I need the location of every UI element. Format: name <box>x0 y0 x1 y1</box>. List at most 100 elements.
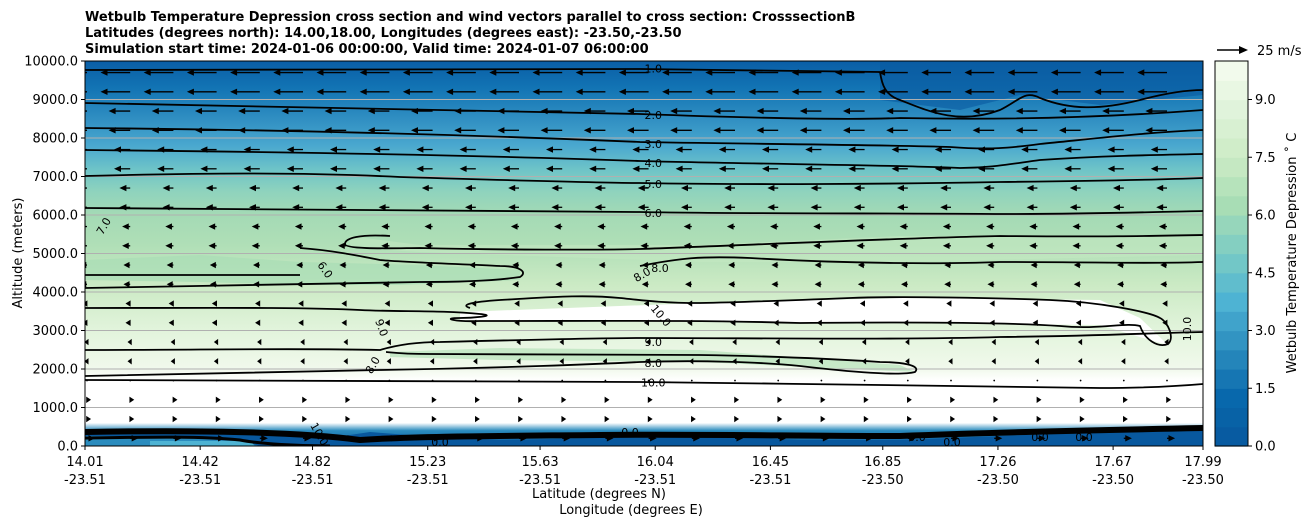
wind-vector-dot <box>734 379 736 382</box>
wind-vector-head <box>1036 415 1042 423</box>
wind-vector-head <box>208 223 216 230</box>
wind-vector-head <box>952 435 960 442</box>
wind-vector-dot <box>431 379 434 382</box>
wind-vector-head <box>991 358 996 365</box>
wind-vector-head <box>1121 338 1126 346</box>
wind-vector-dot <box>561 379 564 382</box>
wind-vector-head <box>218 435 225 442</box>
wind-vector-dot <box>129 379 132 382</box>
wind-vector-head <box>1069 204 1077 211</box>
wind-vector-head <box>1073 261 1080 269</box>
wind-vector-head <box>940 184 948 192</box>
wind-vector-head <box>575 88 583 95</box>
wind-vector-head <box>172 396 178 403</box>
wind-vector-head <box>1075 300 1082 307</box>
wind-vector-head <box>249 204 256 211</box>
x-tick-label-lat: 16.45 <box>752 455 789 470</box>
wind-vector-head <box>1094 88 1102 95</box>
wind-vector-head <box>382 261 389 269</box>
wind-vector-head <box>76 185 83 191</box>
wind-vector-head <box>645 358 651 365</box>
wind-vector-head <box>473 338 478 346</box>
wind-vector-head <box>540 127 548 134</box>
wind-vector-head <box>259 396 264 403</box>
contour-10 <box>85 331 1203 351</box>
wind-vector-head <box>1021 165 1029 172</box>
wind-vector-head <box>186 69 194 76</box>
wind-vector-head <box>359 88 367 95</box>
wind-vector-head <box>899 223 907 230</box>
wind-vector-head <box>1107 146 1115 153</box>
wind-vector-head <box>157 165 165 172</box>
wind-vector-head <box>1026 204 1034 211</box>
contour-5 <box>85 172 1203 185</box>
wind-vector-head <box>157 146 165 153</box>
wind-vector-head <box>1029 223 1036 230</box>
wind-vector-head <box>589 165 597 172</box>
wind-vector-head <box>425 261 432 269</box>
wind-vector-dot <box>215 379 218 382</box>
wind-vector-head <box>555 261 562 269</box>
wind-vector-head <box>814 261 821 269</box>
colorbar-step <box>1215 330 1248 351</box>
wind-vector-head <box>1156 184 1164 192</box>
wind-vector-head <box>512 281 519 288</box>
wind-vector-head <box>600 300 606 307</box>
wind-vector-head <box>1102 127 1110 134</box>
wind-vector-head <box>901 281 908 288</box>
gridlines <box>85 99 1203 408</box>
x-axis-label-lat: Latitude (degrees N) <box>532 487 666 502</box>
wind-vector-head <box>598 281 605 288</box>
wind-vector-head <box>856 242 864 249</box>
wind-vector-head <box>1026 184 1034 192</box>
wind-vector-head <box>637 184 645 192</box>
wind-vector-head <box>598 261 605 269</box>
plot-area: 1.02.03.04.05.06.08.09.010.07.06.09.08.0… <box>76 61 1203 446</box>
wind-vector-head <box>345 415 351 423</box>
wind-vector-head <box>343 338 348 346</box>
wind-vector-head <box>1038 435 1046 442</box>
y-tick-label: 1000.0 <box>33 401 79 416</box>
contour-label-extra: 10.0 <box>1181 317 1194 342</box>
wind-vector-head <box>805 165 813 172</box>
wind-vector-head <box>1094 69 1102 76</box>
wind-vector-head <box>820 396 826 403</box>
colorbar-step <box>1215 253 1248 274</box>
wind-vector-head <box>1030 261 1037 269</box>
wind-vector-dot <box>1079 379 1082 382</box>
wind-vector-head <box>944 261 951 269</box>
wind-vector-head <box>773 300 779 307</box>
wind-vector-head <box>384 319 390 326</box>
wind-vector-head <box>292 184 300 192</box>
wind-vector-head <box>909 435 916 442</box>
wind-vector-head <box>427 300 434 307</box>
wind-vector-head <box>122 223 129 230</box>
wind-vector-head <box>891 165 899 172</box>
wind-vector-head <box>863 396 869 403</box>
wind-vector-head <box>594 184 602 192</box>
y-tick-label: 2000.0 <box>33 363 79 378</box>
wind-vector-head <box>718 165 726 172</box>
wind-vector-head <box>606 435 614 442</box>
wind-vector-head <box>1034 338 1039 346</box>
x-tick-label-lon: -23.51 <box>179 473 221 488</box>
quiver-key-arrowhead <box>1239 46 1248 54</box>
wind-vector-head <box>689 338 694 346</box>
wind-vector-head <box>1164 358 1169 365</box>
wind-vector-head <box>736 435 744 442</box>
wind-vector-head <box>292 204 300 211</box>
wind-vector-head <box>705 69 713 76</box>
wind-vector-head <box>897 204 904 211</box>
wind-vector-head <box>770 223 777 230</box>
wind-vector-dot <box>1036 379 1039 382</box>
wind-vector-head <box>983 184 991 192</box>
contour-4 <box>85 149 1203 169</box>
wind-vector-head <box>281 127 289 134</box>
wind-vector-head <box>251 223 259 230</box>
wind-vector-head <box>162 204 170 211</box>
title-line-3: Simulation start time: 2024-01-06 00:00:… <box>85 42 649 57</box>
wind-vector-head <box>886 107 894 115</box>
wind-vector-head <box>359 69 367 76</box>
wind-vector-head <box>213 338 219 346</box>
wind-vector-head <box>983 204 991 211</box>
